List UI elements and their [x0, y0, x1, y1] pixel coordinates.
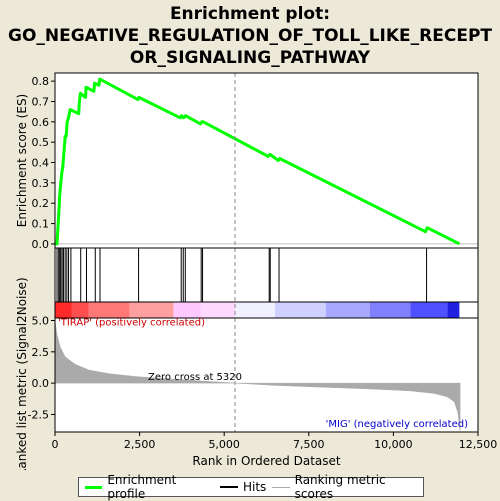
xtick-label: 7,500: [293, 438, 325, 451]
title-line-3: OR_SIGNALING_PATHWAY: [129, 48, 371, 68]
metric-ytick-label: 2.5: [32, 346, 50, 359]
enrichment-chart: 0.0 0.1 0.2 0.3 0.4 0.5 0.6 0.7 0.8 -2.5 0.0 2.5 5.0…: [15, 72, 498, 470]
es-ytick-label: 0.7: [32, 95, 50, 108]
es-ytick-label: 0.4: [32, 157, 50, 170]
heat-band-segment: [200, 302, 236, 318]
heat-band-segment: [447, 302, 460, 318]
es-line: [55, 77, 461, 246]
positive-correlation-label: 'TIRAP' (positively correlated): [58, 318, 205, 329]
legend: Enrichment profile Hits Ranking metric s…: [78, 473, 424, 501]
heat-band-segment: [325, 302, 370, 318]
heat-band-segment: [71, 302, 89, 318]
panel-border: [54, 317, 479, 433]
legend-swatch-hits: [219, 486, 238, 488]
plot-background: [55, 73, 478, 432]
legend-swatch-es: [85, 485, 103, 489]
es-ytick-label: 0.5: [32, 136, 50, 149]
title-line-2: GO_NEGATIVE_REGULATION_OF_TOLL_LIKE_RECE…: [7, 26, 493, 46]
legend-item-metric: Ranking metric scores: [272, 473, 423, 501]
x-axis-label: Rank in Ordered Dataset: [192, 454, 340, 468]
zero-cross-annotation: Zero cross at 5320: [148, 372, 242, 383]
xtick-label: 2,500: [124, 438, 156, 451]
heat-band-segment: [55, 302, 72, 318]
legend-item-es: Enrichment profile: [85, 473, 214, 501]
es-ytick-label: 0.8: [32, 75, 50, 88]
negative-correlation-label: 'MIG' (negatively correlated): [326, 419, 468, 430]
xtick-label: 0: [52, 438, 59, 451]
xtick-label: 10,000: [374, 438, 413, 451]
es-ytick-label: 0.0: [32, 238, 50, 251]
title-line-1: Enrichment plot:: [169, 4, 331, 24]
heat-band-segment: [235, 302, 275, 318]
heat-band-segment: [410, 302, 448, 318]
legend-label-hits: Hits: [242, 480, 267, 494]
legend-label-metric: Ranking metric scores: [294, 473, 386, 501]
metric-y-axis-label: Ranked list metric (Signal2Noise): [15, 277, 29, 470]
es-ytick-label: 0.1: [32, 218, 50, 231]
es-y-axis-label: Enrichment score (ES): [15, 94, 29, 227]
chart-title: Enrichment plot: GO_NEGATIVE_REGULATION_…: [0, 3, 500, 69]
heat-band-segment: [274, 302, 326, 318]
es-ytick-label: 0.6: [32, 116, 50, 129]
metric-ytick-label: 5.0: [32, 315, 50, 328]
legend-swatch-metric: [272, 486, 290, 488]
heat-band-segment: [88, 302, 130, 318]
metric-ytick-label: 0.0: [32, 377, 50, 390]
heat-band-segment: [129, 302, 174, 318]
metric-ytick-label: -2.5: [28, 408, 49, 421]
heat-band-segment: [173, 302, 201, 318]
xtick-label: 12,500: [459, 438, 498, 451]
es-ytick-label: 0.2: [32, 197, 50, 210]
legend-label-es: Enrichment profile: [107, 473, 177, 501]
legend-item-hits: Hits: [219, 480, 267, 494]
heat-band-segment: [369, 302, 411, 318]
xtick-label: 5,000: [208, 438, 240, 451]
es-ytick-label: 0.3: [32, 177, 50, 190]
